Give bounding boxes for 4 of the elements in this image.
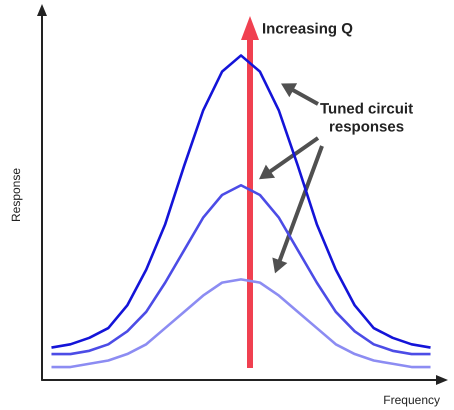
text: Increasing Q — [262, 20, 354, 38]
y-axis-title: Response — [9, 168, 23, 222]
x-axis-title: Frequency — [383, 393, 440, 407]
annotation: Tuned circuit responses — [320, 100, 414, 136]
